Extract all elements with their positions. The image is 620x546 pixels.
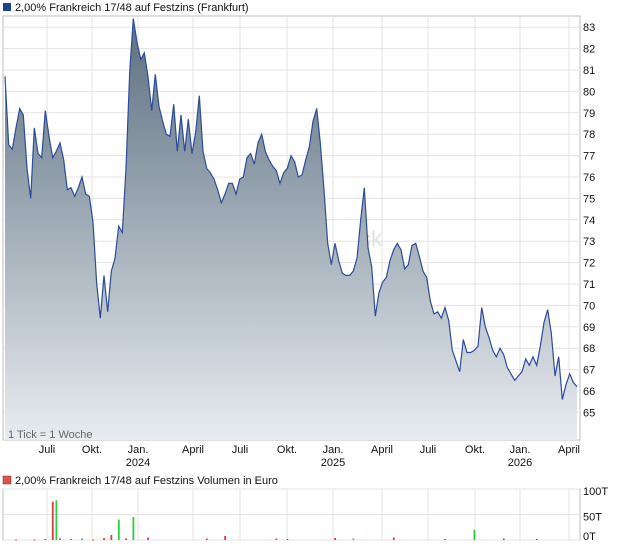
volume-y-axis: 0T 50T 100T — [583, 486, 608, 543]
volume-bar — [334, 538, 336, 540]
volume-y-tick-label: 50T — [583, 512, 602, 524]
x-tick-label: Juli — [39, 444, 56, 456]
y-tick-label: 79 — [583, 108, 595, 120]
volume-bar — [535, 539, 538, 540]
x-tick-year: 2025 — [321, 457, 345, 469]
volume-bar — [125, 538, 127, 540]
volume-bar — [286, 539, 289, 540]
x-tick-label: Juli — [232, 444, 249, 456]
y-tick-label: 78 — [583, 129, 595, 141]
volume-y-tick-label: 0T — [583, 531, 596, 543]
volume-chart-title: 2,00% Frankreich 17/48 auf Festzins Volu… — [15, 475, 278, 487]
y-tick-label: 65 — [583, 407, 595, 419]
y-tick-label: 82 — [583, 44, 595, 56]
volume-bar — [70, 539, 72, 540]
y-tick-label: 67 — [583, 365, 595, 377]
y-tick-label: 76 — [583, 172, 595, 184]
y-tick-label: 69 — [583, 322, 595, 334]
volume-bar — [33, 539, 36, 541]
volume-bar — [444, 539, 446, 540]
x-tick-label: April — [371, 444, 393, 456]
volume-bar — [473, 529, 476, 540]
y-tick-label: 83 — [583, 22, 595, 34]
price-y-axis: 65 66 67 68 69 70 71 72 73 74 75 76 77 78 79 80 81 82 83 — [583, 22, 595, 419]
volume-bar — [117, 519, 120, 540]
x-tick-label: Jan. — [323, 444, 344, 456]
volume-bar — [81, 538, 83, 540]
y-tick-label: 71 — [583, 279, 595, 291]
volume-bar — [51, 501, 54, 541]
volume-bar — [110, 534, 113, 540]
volume-bar — [103, 538, 105, 540]
volume-bar — [55, 500, 58, 540]
volume-bar — [275, 538, 278, 540]
volume-bar — [15, 539, 17, 541]
price-legend-swatch — [3, 3, 11, 11]
y-tick-label: 73 — [583, 236, 595, 248]
x-tick-label: April — [558, 444, 580, 456]
volume-y-tick-label: 100T — [583, 486, 608, 498]
volume-bar — [352, 538, 355, 540]
y-tick-label: 80 — [583, 86, 595, 98]
price-area — [5, 18, 577, 440]
volume-bar — [92, 539, 94, 541]
y-tick-label: 81 — [583, 65, 595, 77]
x-tick-label: Okt. — [82, 444, 102, 456]
volume-bar — [392, 537, 395, 540]
volume-bars — [15, 500, 538, 541]
x-tick-label: Jan. — [510, 444, 531, 456]
y-tick-label: 68 — [583, 343, 595, 355]
volume-bar — [502, 538, 505, 540]
price-chart-title: 2,00% Frankreich 17/48 auf Festzins (Fra… — [15, 2, 249, 14]
y-tick-label: 66 — [583, 386, 595, 398]
x-tick-label: April — [182, 444, 204, 456]
x-tick-year: 2024 — [126, 457, 150, 469]
volume-bar — [44, 539, 47, 540]
volume-bar — [224, 535, 226, 540]
volume-bar — [147, 537, 149, 540]
volume-bar — [205, 538, 208, 540]
x-tick-label: Okt. — [277, 444, 297, 456]
price-line — [4, 18, 578, 400]
volume-legend-swatch — [2, 475, 12, 485]
tick-note: 1 Tick = 1 Woche — [8, 429, 92, 441]
volume-bar — [59, 538, 61, 540]
y-tick-label: 77 — [583, 151, 595, 163]
y-tick-label: 70 — [583, 300, 595, 312]
y-tick-label: 74 — [583, 215, 595, 227]
x-tick-label: Jan. — [128, 444, 149, 456]
volume-bar — [132, 517, 135, 540]
volume-grid — [3, 488, 580, 541]
x-tick-year: 2026 — [508, 457, 532, 469]
x-tick-label: Okt. — [465, 444, 485, 456]
y-tick-label: 72 — [583, 258, 595, 270]
x-tick-label: Juli — [420, 444, 437, 456]
y-tick-label: 75 — [583, 193, 595, 205]
